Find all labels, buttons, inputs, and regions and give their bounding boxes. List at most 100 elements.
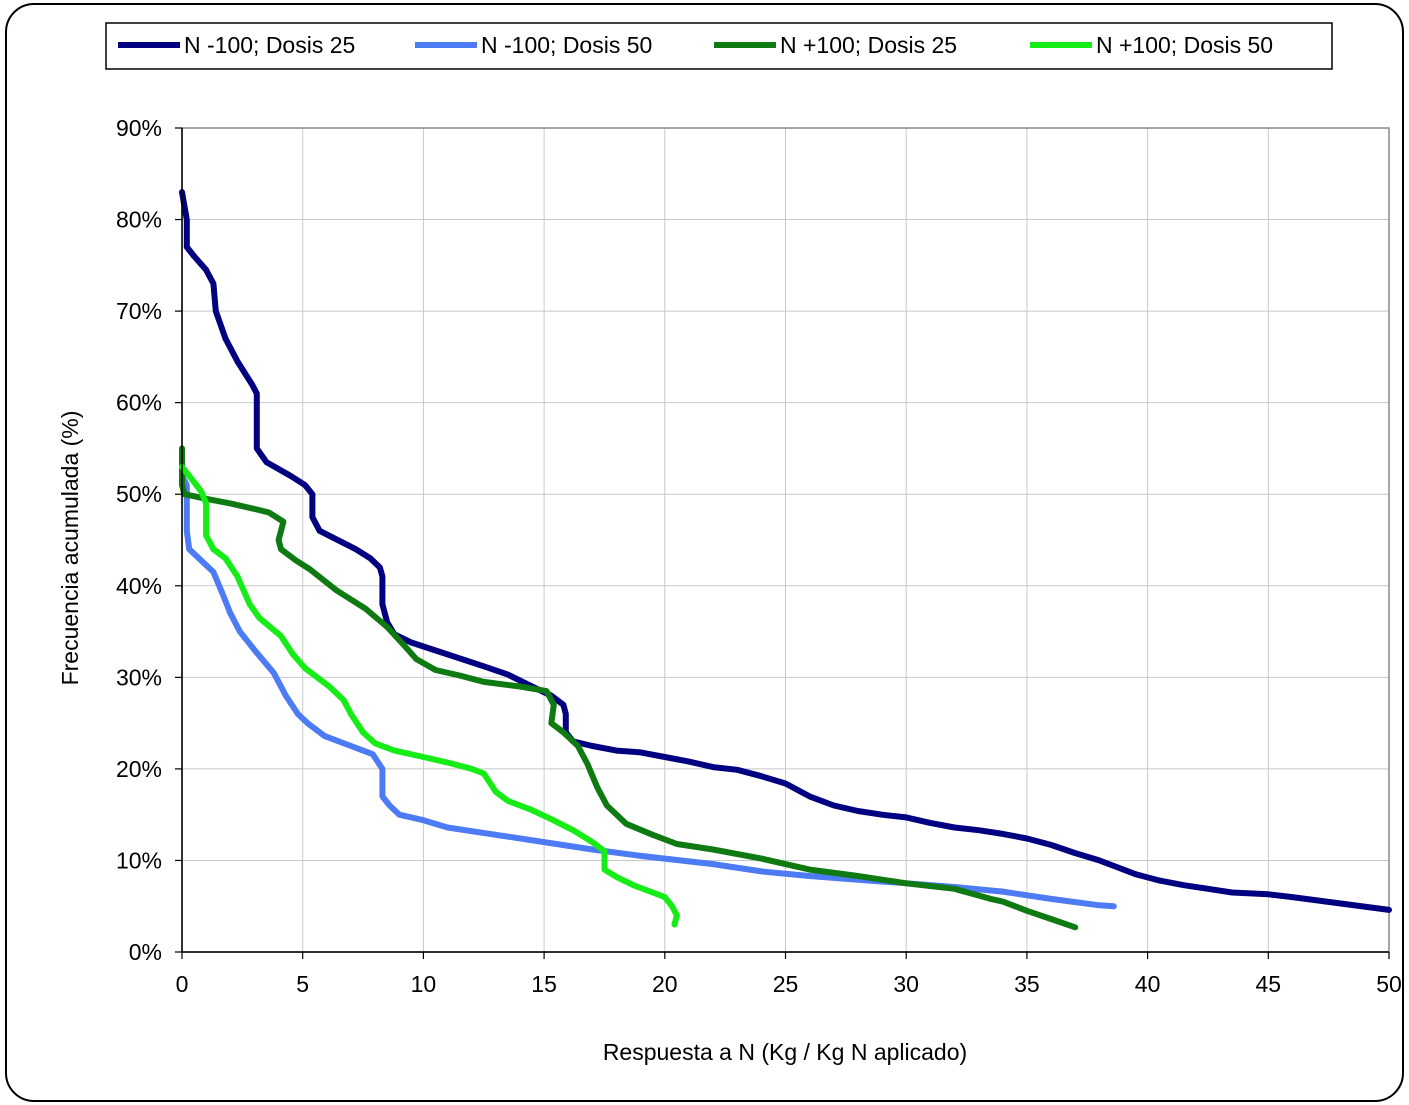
data-point	[1182, 883, 1186, 887]
axes: 0 5 10 15 20 25 30 35 40 45 50 0% 10% 20% 30% 40% 50% 60%…	[116, 115, 1402, 997]
data-point	[185, 245, 189, 249]
data-point	[238, 630, 242, 634]
data-point	[185, 218, 189, 222]
data-point	[1097, 858, 1101, 863]
data-point	[327, 684, 331, 689]
data-point	[192, 254, 196, 258]
series-4	[179, 463, 680, 928]
x-tick-label: 30	[893, 971, 919, 997]
legend-entry: N -100; Dosis 25	[118, 32, 355, 58]
data-point	[1290, 895, 1294, 899]
x-tick-label: 50	[1376, 971, 1402, 997]
data-point	[284, 694, 288, 698]
series-lines	[179, 189, 1392, 931]
data-point	[1097, 903, 1101, 907]
y-tick-label: 90%	[116, 115, 162, 141]
data-point	[1025, 836, 1029, 841]
data-point	[363, 607, 368, 611]
data-point	[561, 703, 566, 707]
data-point	[409, 640, 413, 645]
data-point	[1133, 872, 1138, 876]
data-point	[561, 730, 566, 734]
data-point	[808, 794, 812, 799]
data-point	[880, 813, 884, 817]
series-3	[179, 445, 1079, 931]
x-tick-label: 35	[1014, 971, 1040, 997]
data-point	[185, 529, 189, 533]
data-point	[586, 762, 590, 766]
data-point	[1049, 897, 1053, 901]
data-point	[1206, 887, 1210, 891]
data-point	[322, 734, 326, 738]
data-point	[264, 460, 269, 464]
data-point	[1001, 890, 1005, 894]
data-point	[211, 547, 215, 551]
legend-label: N +100; Dosis 50	[1096, 32, 1273, 58]
data-point	[334, 588, 339, 593]
data-point	[361, 730, 365, 734]
data-point	[235, 359, 240, 364]
data-point	[687, 760, 691, 764]
data-point	[187, 474, 191, 478]
x-tick-label: 10	[411, 971, 437, 997]
data-point	[571, 828, 575, 832]
data-point	[235, 575, 240, 579]
data-point	[1049, 917, 1053, 921]
x-tick-label: 25	[773, 971, 799, 997]
data-point	[904, 881, 908, 885]
x-tick-label: 20	[652, 971, 678, 997]
data-point	[624, 822, 628, 826]
data-point	[257, 616, 261, 620]
data-point	[1001, 900, 1005, 904]
data-point	[308, 567, 312, 571]
data-point	[759, 857, 764, 861]
data-point	[602, 849, 607, 853]
data-point	[1001, 832, 1005, 836]
legend: N -100; Dosis 25 N -100; Dosis 50 N +100; …	[105, 22, 1333, 70]
data-point	[530, 808, 534, 812]
data-point	[279, 547, 283, 551]
data-point	[380, 602, 384, 606]
y-tick-label: 60%	[116, 390, 162, 416]
data-point	[252, 507, 256, 511]
data-point	[552, 703, 556, 707]
y-tick-label: 10%	[116, 847, 162, 873]
data-point	[310, 515, 314, 519]
y-tick-label: 70%	[116, 298, 162, 324]
legend-entry: N +100; Dosis 25	[714, 32, 957, 58]
data-point	[318, 529, 322, 533]
data-point	[576, 744, 580, 748]
data-point	[590, 744, 595, 748]
data-point	[856, 809, 860, 813]
data-point	[506, 673, 510, 677]
data-point	[349, 744, 353, 748]
data-point	[211, 570, 215, 574]
data-point	[204, 501, 208, 505]
data-point	[272, 671, 276, 675]
data-point	[458, 673, 462, 678]
data-point	[185, 483, 189, 487]
data-point	[385, 625, 389, 629]
data-point	[651, 890, 655, 895]
data-point	[252, 648, 256, 652]
data-point	[1266, 892, 1270, 896]
data-point	[672, 922, 677, 927]
data-point	[590, 840, 595, 844]
data-point	[651, 833, 655, 837]
x-tick-label: 15	[531, 971, 557, 997]
data-point	[482, 680, 486, 684]
x-axis-label: Respuesta a N (Kg / Kg N aplicado)	[603, 1039, 967, 1065]
data-point	[989, 897, 993, 901]
legend-entry: N -100; Dosis 50	[415, 32, 652, 58]
data-point	[445, 825, 450, 830]
data-point	[783, 781, 788, 786]
data-point	[595, 785, 599, 789]
data-point	[368, 556, 372, 560]
data-point	[380, 794, 384, 799]
data-point	[602, 868, 607, 872]
data-point	[223, 337, 228, 341]
data-point	[639, 854, 643, 858]
data-point	[590, 847, 595, 852]
data-point	[373, 741, 377, 745]
legend-label: N -100; Dosis 25	[184, 32, 355, 58]
